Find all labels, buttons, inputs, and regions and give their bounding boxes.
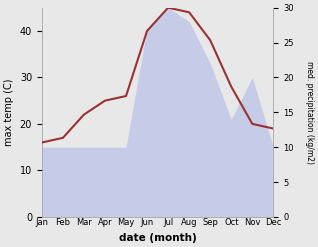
- X-axis label: date (month): date (month): [119, 233, 197, 243]
- Y-axis label: med. precipitation (kg/m2): med. precipitation (kg/m2): [305, 61, 314, 164]
- Y-axis label: max temp (C): max temp (C): [4, 79, 14, 146]
